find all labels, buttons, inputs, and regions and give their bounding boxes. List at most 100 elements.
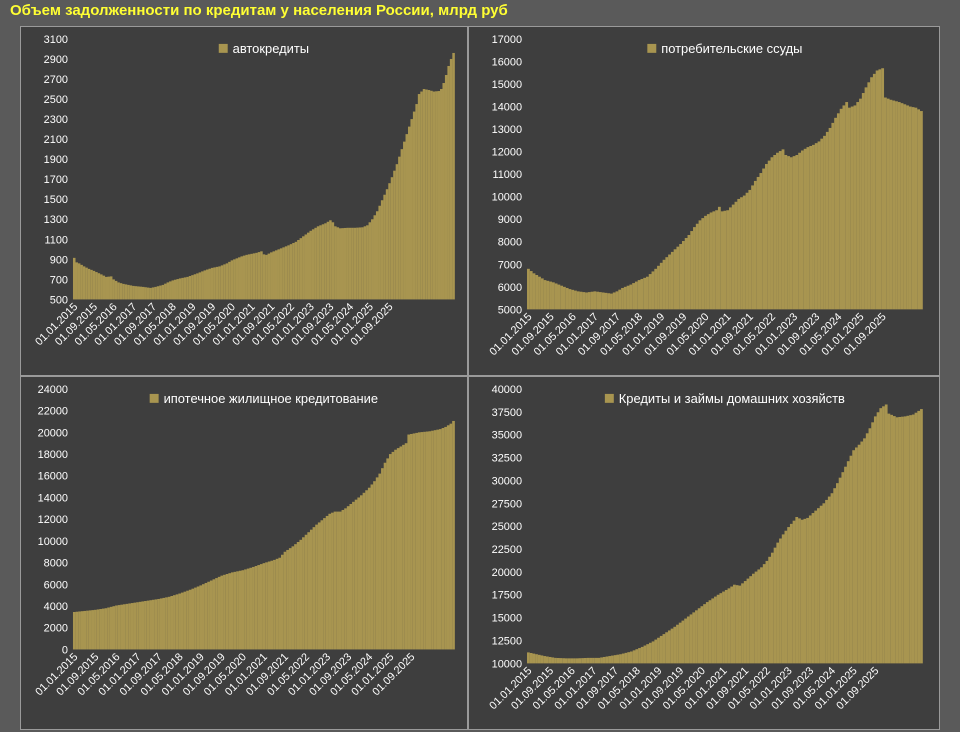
- bar: [127, 284, 130, 300]
- bar: [314, 227, 317, 300]
- bar: [423, 431, 426, 650]
- bar: [529, 271, 533, 310]
- y-tick-label: 1700: [44, 174, 68, 186]
- chart-panel-household-loans: 10000 12500 15000 17500 20000 22500 25000 27500…: [468, 376, 940, 730]
- bar: [743, 581, 747, 664]
- bar: [864, 87, 868, 310]
- bar: [452, 52, 455, 300]
- bar: [77, 263, 81, 300]
- bar: [778, 151, 782, 310]
- bar: [105, 276, 108, 300]
- bar: [651, 271, 655, 310]
- bar: [178, 593, 181, 650]
- bar: [745, 192, 749, 310]
- bar: [324, 223, 327, 300]
- bar: [819, 505, 823, 664]
- bar: [578, 658, 582, 664]
- bar: [898, 416, 902, 664]
- bar: [535, 654, 538, 664]
- bar: [86, 610, 89, 650]
- bar: [391, 451, 395, 650]
- bar: [217, 576, 221, 650]
- bar: [291, 546, 295, 650]
- bar: [136, 602, 139, 650]
- bar: [236, 571, 239, 650]
- bar: [611, 655, 614, 664]
- bar: [878, 69, 882, 310]
- bar: [272, 251, 276, 300]
- bar: [695, 610, 698, 664]
- bar: [831, 122, 835, 310]
- bar: [130, 603, 134, 650]
- bar: [373, 215, 377, 300]
- y-tick-label: 1100: [45, 234, 69, 246]
- bar: [792, 156, 796, 310]
- bar: [257, 565, 260, 650]
- y-tick-label: 700: [50, 274, 68, 286]
- bar: [393, 170, 396, 300]
- bar: [749, 576, 753, 664]
- bar: [352, 501, 355, 650]
- bar: [191, 275, 194, 300]
- bar: [246, 568, 250, 650]
- bar: [137, 286, 140, 300]
- bar: [207, 581, 210, 650]
- bar: [657, 637, 660, 664]
- bar: [407, 126, 411, 300]
- chart-panel-consumer-loans: 5000 6000 7000 8000 9000 10000 11000 12000 13000…: [468, 26, 940, 376]
- bar: [146, 287, 150, 300]
- bar: [610, 293, 613, 310]
- y-tick-label: 15000: [492, 613, 522, 625]
- bar: [235, 258, 239, 300]
- bar: [538, 276, 541, 310]
- bar: [789, 523, 793, 664]
- bar: [562, 286, 566, 310]
- bar: [399, 446, 403, 650]
- bar: [173, 595, 176, 650]
- bar: [740, 197, 743, 310]
- bar: [360, 495, 363, 650]
- bar: [186, 590, 189, 650]
- bar: [230, 260, 234, 300]
- bar: [385, 189, 389, 300]
- bar: [274, 250, 278, 300]
- bar: [149, 600, 153, 650]
- bar: [900, 103, 904, 310]
- bar: [914, 107, 918, 310]
- bar: [78, 611, 81, 650]
- bar: [124, 284, 128, 300]
- bar: [164, 283, 167, 300]
- bar: [259, 564, 263, 650]
- bar: [180, 592, 184, 650]
- bar: [198, 272, 202, 300]
- legend-label: потребительские ссуды: [661, 41, 802, 56]
- bar: [159, 285, 162, 300]
- bar: [159, 598, 163, 650]
- bar: [156, 286, 160, 300]
- bar: [827, 496, 831, 664]
- bar: [228, 261, 231, 300]
- bar: [808, 515, 812, 664]
- bar: [267, 561, 271, 650]
- bar: [706, 214, 710, 310]
- y-tick-label: 14000: [38, 492, 68, 504]
- bar: [579, 291, 583, 310]
- bar: [367, 487, 371, 650]
- bar: [784, 154, 788, 310]
- bar: [311, 229, 315, 300]
- bar: [871, 422, 875, 664]
- y-tick-label: 15000: [492, 79, 522, 91]
- bar: [632, 283, 635, 310]
- bar: [183, 591, 187, 650]
- bar: [865, 433, 869, 664]
- bar: [166, 282, 170, 300]
- bar: [527, 268, 530, 310]
- bar: [321, 224, 325, 300]
- bar: [817, 508, 820, 664]
- bar: [809, 145, 813, 310]
- bar: [149, 287, 152, 300]
- bar: [202, 584, 205, 650]
- y-tick-label: 2000: [44, 623, 68, 635]
- bar: [117, 605, 121, 650]
- bar: [833, 488, 837, 664]
